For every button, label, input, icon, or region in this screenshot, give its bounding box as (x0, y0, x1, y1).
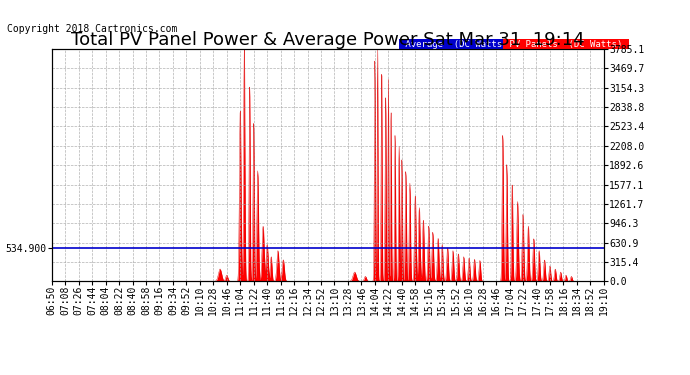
Text: Average  (DC Watts): Average (DC Watts) (400, 39, 513, 48)
Text: PV Panels  (DC Watts): PV Panels (DC Watts) (504, 39, 628, 48)
Text: Copyright 2018 Cartronics.com: Copyright 2018 Cartronics.com (7, 24, 177, 34)
Title: Total PV Panel Power & Average Power Sat Mar 31  19:14: Total PV Panel Power & Average Power Sat… (71, 31, 584, 49)
